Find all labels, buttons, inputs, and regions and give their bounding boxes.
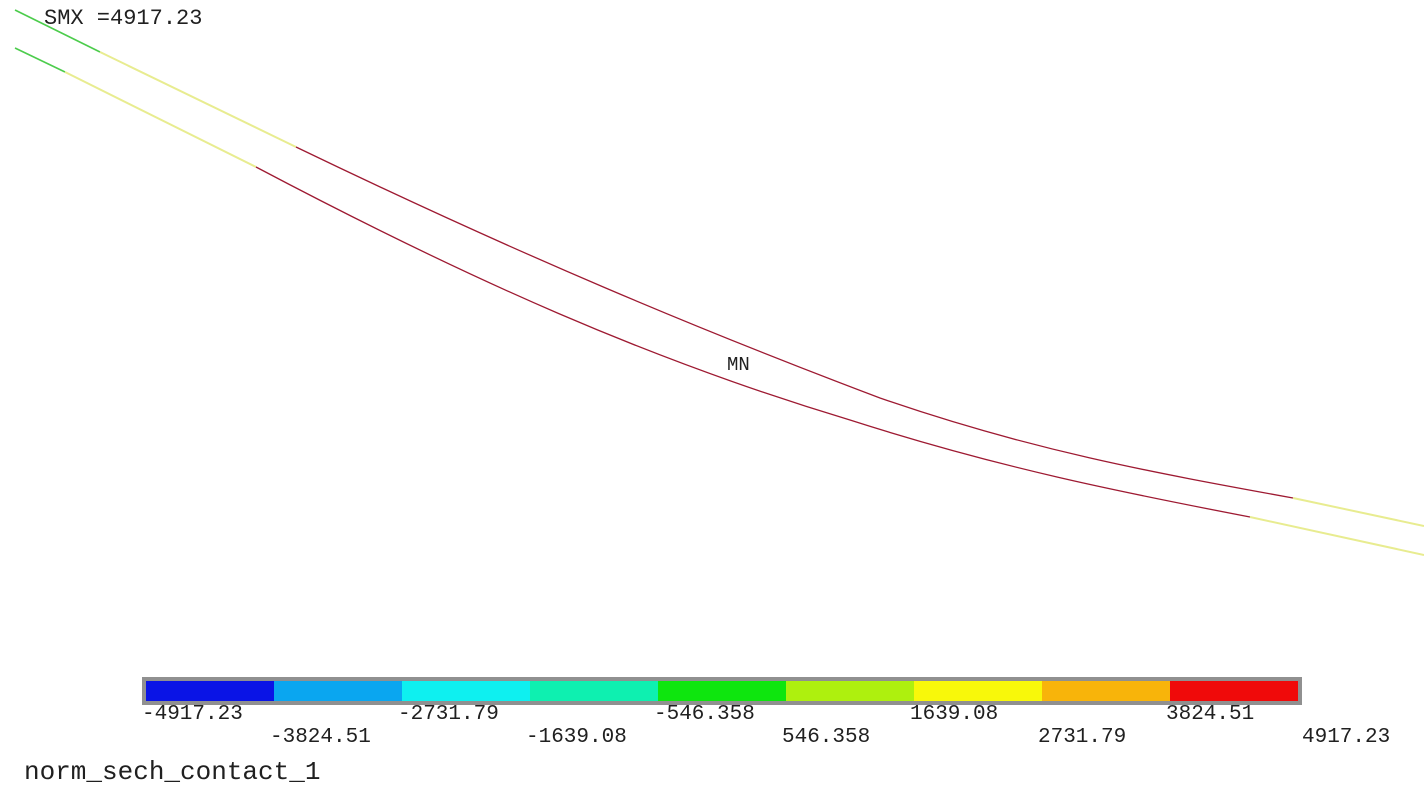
min-marker: MN — [727, 354, 750, 376]
legend-value-4: -1639.08 — [526, 726, 627, 749]
lower-contact-line-yellow-end — [1249, 516, 1424, 556]
legend-swatch-8 — [1042, 681, 1170, 701]
legend-value-2: -3824.51 — [270, 726, 371, 749]
legend-swatch-9 — [1170, 681, 1298, 701]
legend-swatch-3 — [402, 681, 530, 701]
deformed-shape-plot — [14, 9, 1424, 556]
legend-swatch-4 — [530, 681, 658, 701]
legend-value-3: -2731.79 — [398, 703, 499, 726]
legend-value-9: 3824.51 — [1166, 703, 1255, 726]
lower-contact-line-green — [14, 47, 66, 73]
legend-value-5: -546.358 — [654, 703, 755, 726]
lower-contact-line-red — [255, 166, 1251, 518]
legend-value-7: 1639.08 — [910, 703, 999, 726]
smx-label: SMX =4917.23 — [44, 6, 203, 31]
contour-legend-bar — [142, 677, 1302, 705]
upper-contact-line-green — [14, 9, 101, 53]
legend-swatch-1 — [146, 681, 274, 701]
upper-contact-line-red — [295, 146, 1294, 499]
legend-swatch-6 — [786, 681, 914, 701]
legend-swatch-2 — [274, 681, 402, 701]
legend-value-8: 2731.79 — [1038, 726, 1127, 749]
legend-value-1: -4917.23 — [142, 703, 243, 726]
plot-title: norm_sech_contact_1 — [24, 757, 321, 787]
lower-contact-line-yellow — [64, 71, 257, 168]
upper-contact-line-yellow — [99, 51, 297, 148]
legend-swatch-7 — [914, 681, 1042, 701]
legend-value-10: 4917.23 — [1302, 726, 1391, 749]
upper-contact-line-yellow-end — [1292, 497, 1424, 527]
legend-value-6: 546.358 — [782, 726, 871, 749]
legend-swatch-5 — [658, 681, 786, 701]
